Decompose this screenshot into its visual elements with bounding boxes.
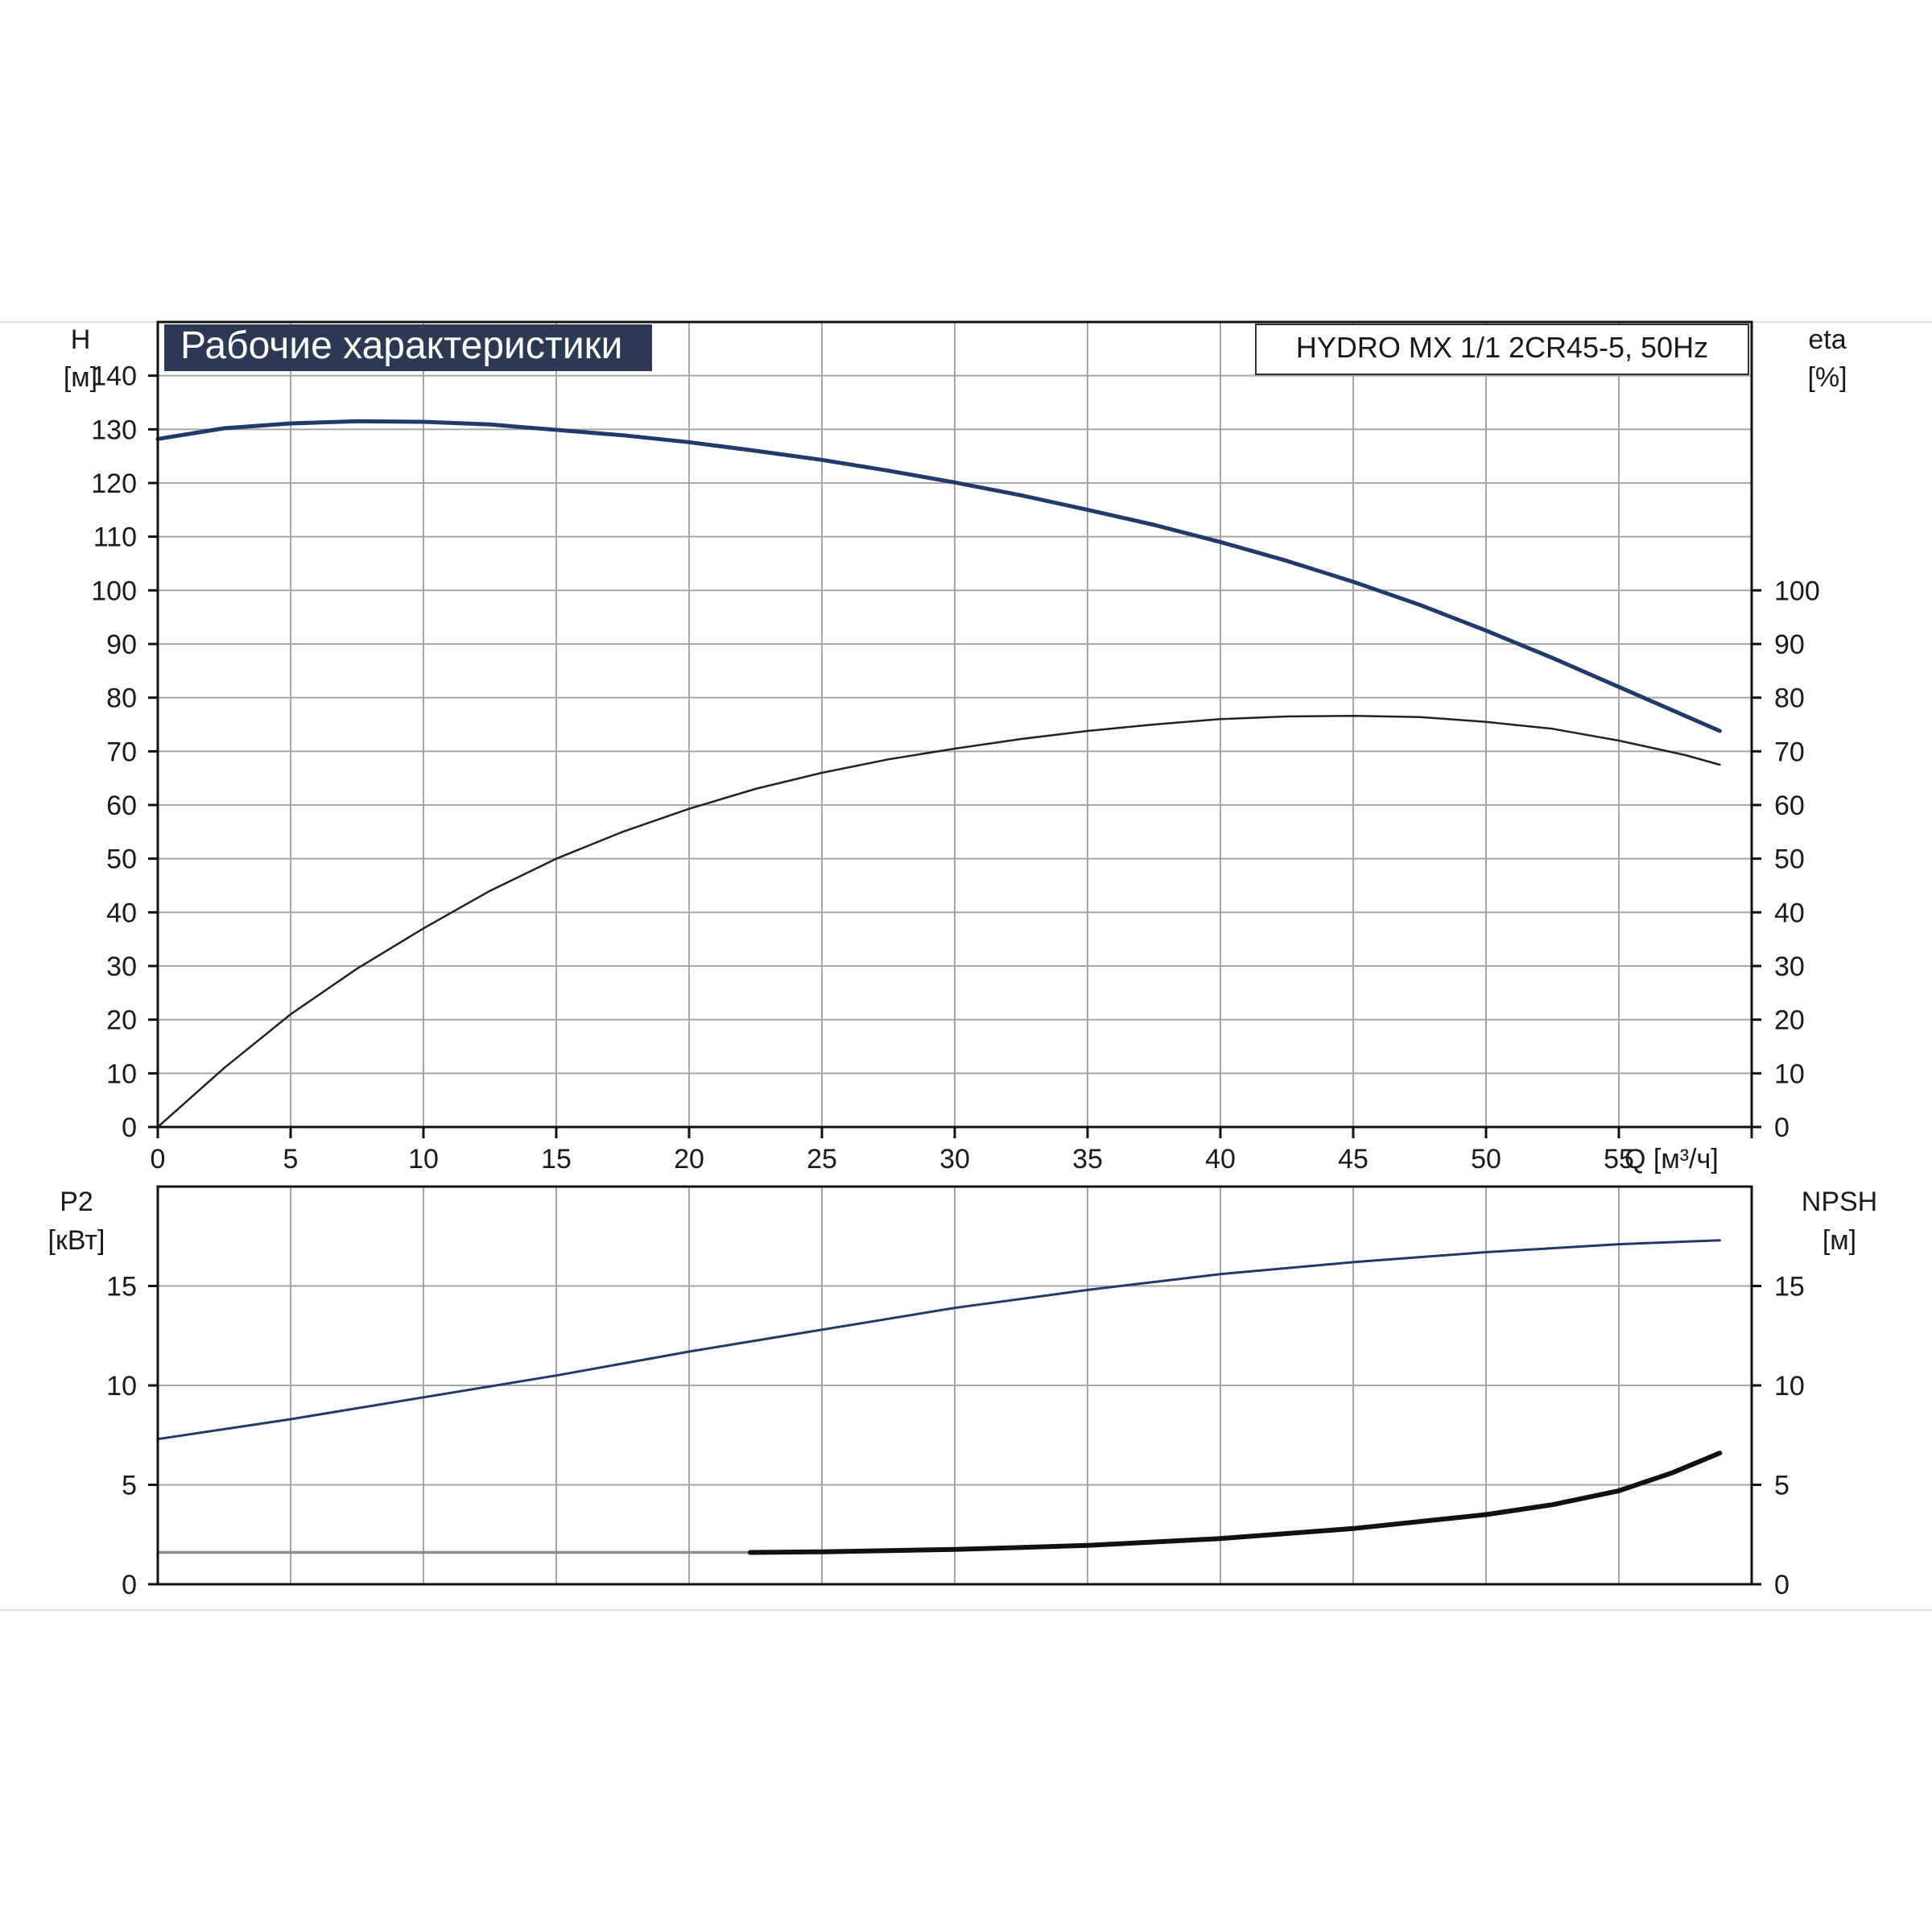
power-curve [156, 1239, 1721, 1441]
upper-series [155, 419, 1722, 1129]
head-curve [155, 419, 1722, 733]
y-right-tick-label: 90 [1774, 630, 1805, 660]
lower-right-tick-labels: 0 5 10 15 [1752, 1272, 1805, 1600]
x-tick-label: 40 [1205, 1144, 1236, 1174]
x-tick-label: 10 [408, 1144, 439, 1174]
lower-series [156, 1239, 1723, 1555]
x-tick-label: 45 [1338, 1144, 1368, 1174]
y-left-tick-label: 10 [106, 1371, 137, 1402]
upper-left-tick-labels: 0 10 20 30 40 50 60 70 80 90 100 110 120 130 140 [91, 361, 158, 1143]
y-left-tick-label: 110 [93, 522, 137, 553]
x-tick-label: 55 [1604, 1144, 1634, 1174]
x-tick-label: 50 [1471, 1144, 1501, 1174]
y-left-label: H [71, 324, 91, 355]
y-left-tick-label: 60 [106, 791, 137, 821]
lower-grid [158, 1187, 1752, 1584]
y-right-tick-label: 5 [1774, 1471, 1790, 1501]
y-right-tick-label: 40 [1774, 898, 1805, 928]
lower-plot: 0 5 10 15 0 5 10 15 P2 [кВт] NPSH [м] [48, 1185, 1877, 1600]
npsh-label: NPSH [1802, 1187, 1877, 1217]
y-right-tick-label: 0 [1774, 1113, 1790, 1143]
model-label: HYDRO MX 1/1 2CR45-5, 50Hz [1296, 331, 1708, 364]
upper-right-tick-labels: 0 10 20 30 40 50 60 70 80 90 100 [1752, 576, 1820, 1143]
efficiency-curve [156, 715, 1721, 1129]
npsh-unit: [м] [1823, 1225, 1856, 1256]
y-left-tick-label: 10 [106, 1059, 137, 1089]
y-right-tick-label: 50 [1774, 844, 1805, 875]
x-tick-label: 35 [1072, 1144, 1103, 1174]
y-left-tick-label: 120 [91, 469, 137, 499]
y-right-tick-label: 10 [1774, 1059, 1805, 1089]
y-right-tick-label: 20 [1774, 1005, 1805, 1036]
y-left-tick-label: 90 [106, 630, 137, 660]
p2-unit: [кВт] [48, 1225, 105, 1256]
y-right-tick-label: 100 [1774, 576, 1820, 606]
y-left-tick-label: 50 [106, 844, 137, 875]
y-left-tick-label: 40 [106, 898, 137, 928]
lower-left-tick-labels: 0 5 10 15 [106, 1272, 158, 1600]
title-box [164, 324, 652, 371]
x-tick-label: 5 [283, 1144, 299, 1174]
y-right-tick-label: 70 [1774, 737, 1805, 767]
y-left-tick-label: 20 [106, 1005, 137, 1036]
y-left-unit: [м] [64, 362, 97, 393]
y-left-tick-label: 5 [122, 1471, 137, 1501]
model-label-box [1255, 324, 1749, 375]
chart-title: Рабочие характеристики [180, 324, 622, 367]
x-tick-label: 30 [939, 1144, 970, 1174]
y-right-tick-label: 60 [1774, 791, 1805, 821]
x-tick-labels: 0 5 10 15 20 25 30 35 40 45 50 55 [151, 1127, 1753, 1174]
x-tick-label: 20 [674, 1144, 704, 1174]
y-left-tick-label: 130 [91, 415, 137, 445]
x-tick-label: 0 [151, 1144, 166, 1174]
y-right-tick-label: 0 [1774, 1570, 1790, 1600]
y-right-unit: [%] [1807, 362, 1847, 393]
y-right-label: eta [1808, 324, 1846, 355]
y-right-tick-label: 15 [1774, 1272, 1805, 1302]
y-left-tick-label: 80 [106, 683, 137, 714]
y-left-tick-label: 0 [122, 1113, 137, 1143]
x-axis-label: Q [м³/ч] [1624, 1144, 1719, 1174]
x-tick-label: 25 [807, 1144, 837, 1174]
x-tick-label: 15 [541, 1144, 572, 1174]
y-left-tick-label: 100 [91, 576, 137, 606]
y-left-tick-label: 30 [106, 952, 137, 982]
y-right-tick-label: 10 [1774, 1371, 1805, 1402]
p2-label: P2 [60, 1187, 93, 1217]
y-left-tick-label: 0 [122, 1570, 137, 1600]
y-right-tick-label: 30 [1774, 952, 1805, 982]
y-left-tick-label: 140 [91, 361, 137, 392]
npsh-curve [747, 1451, 1723, 1555]
y-left-tick-label: 15 [106, 1272, 137, 1302]
y-right-tick-label: 80 [1774, 683, 1805, 714]
y-left-tick-label: 70 [106, 737, 137, 767]
